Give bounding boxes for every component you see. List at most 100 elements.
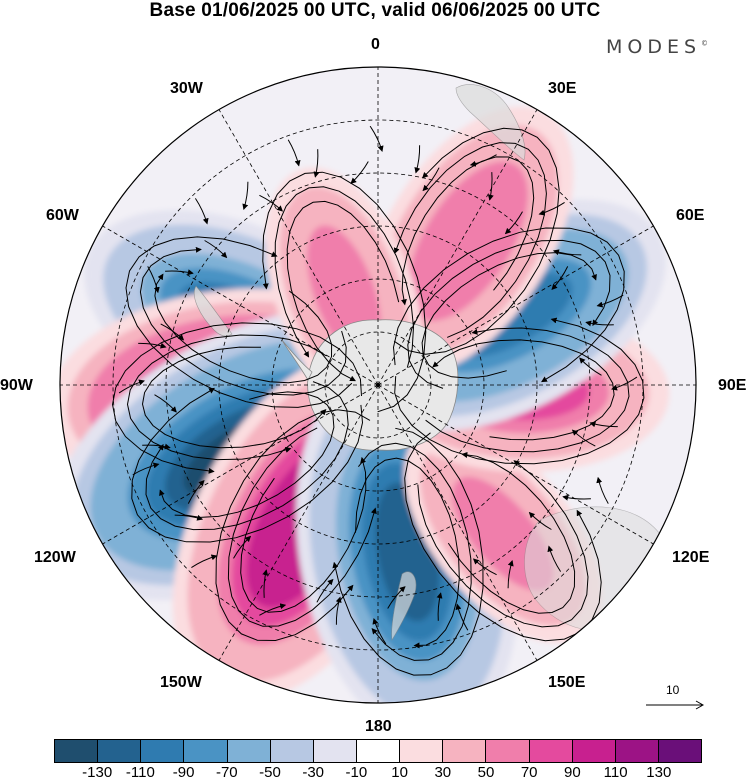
streamline — [145, 381, 349, 531]
colorbar-tick-label: -90 — [172, 764, 195, 781]
colorbar-tick-label: 70 — [520, 764, 538, 781]
streamline — [154, 273, 333, 384]
streamline — [358, 442, 472, 661]
streamline — [421, 252, 597, 379]
lon-label-90w: 90W — [0, 377, 33, 394]
lon-label-30e: 30E — [548, 80, 577, 97]
brand-mark: © — [701, 39, 709, 48]
streamline — [262, 569, 269, 598]
colorbar-cell — [486, 740, 530, 762]
meridian-line — [377, 109, 538, 386]
streamline — [394, 317, 645, 465]
meridian-line — [377, 225, 654, 386]
latitude-circle — [112, 119, 644, 651]
streamline — [589, 421, 618, 428]
streamline — [552, 249, 582, 256]
streamline — [139, 246, 347, 396]
colorbar — [54, 739, 702, 763]
streamline — [596, 476, 609, 504]
colorbar-tick-label: -130 — [82, 764, 113, 781]
landmasses — [194, 84, 668, 641]
colorbar-ticks: -130 -110 -90 -70 -50 -30 -10 10 30 50 70 90 110 130 — [54, 764, 702, 782]
streamline — [547, 545, 562, 572]
streamline — [425, 327, 630, 453]
streamline — [455, 603, 469, 631]
streamline — [611, 376, 638, 391]
colorbar-tick-label: 10 — [391, 764, 408, 781]
polar-stereographic-map — [59, 66, 697, 704]
streamline — [436, 592, 443, 621]
streamline — [387, 586, 406, 609]
meridian-line — [377, 384, 538, 661]
colorbar-cell — [55, 740, 99, 762]
colorbar-cell — [98, 740, 142, 762]
lon-label-0: 0 — [371, 36, 380, 53]
streamline — [487, 172, 494, 201]
colorbar-cell — [529, 740, 573, 762]
brand-text: MODES — [606, 36, 702, 58]
lon-label-30w: 30W — [170, 80, 203, 97]
streamline — [259, 194, 284, 212]
streamline — [332, 427, 484, 676]
colorbar-cell — [184, 740, 228, 762]
colorbar-cell — [141, 740, 185, 762]
streamline — [191, 554, 218, 569]
lon-label-60e: 60E — [676, 207, 705, 224]
streamline — [242, 181, 249, 211]
streamline — [469, 154, 497, 167]
new-zealand-shape — [391, 571, 417, 641]
colorbar-cell — [313, 740, 357, 762]
streamline — [579, 357, 602, 376]
streamline — [417, 460, 589, 628]
colorbar-cell — [443, 740, 487, 762]
lon-label-180: 180 — [365, 718, 392, 735]
streamline — [355, 457, 460, 649]
lon-label-150w: 150W — [160, 674, 202, 691]
wind-streamlines — [111, 125, 645, 676]
streamline — [400, 156, 535, 306]
colorbar-cell — [658, 740, 702, 762]
map-title: Base 01/06/2025 00 UTC, valid 06/06/2025… — [149, 0, 601, 21]
streamline — [131, 387, 364, 543]
streamline — [138, 342, 167, 349]
streamline — [111, 322, 362, 474]
streamline — [240, 456, 367, 613]
colorbar-cell — [356, 740, 401, 762]
streamline — [372, 618, 387, 645]
streamline — [165, 269, 194, 276]
streamline — [507, 559, 514, 589]
streamline — [350, 161, 369, 184]
streamline — [262, 171, 427, 413]
streamline — [274, 186, 415, 368]
streamline — [392, 227, 625, 383]
anomaly-contour — [422, 179, 513, 303]
streamline — [227, 427, 377, 627]
lat-lon-grid — [60, 67, 696, 703]
anomaly-shading — [60, 106, 670, 703]
meridian-line — [102, 384, 379, 545]
colorbar-tick-label: 30 — [434, 764, 452, 781]
south-america-tip-shape — [194, 285, 233, 337]
colorbar-tick-label: 110 — [603, 764, 628, 781]
colorbar-tick-label: -50 — [259, 764, 281, 781]
pole-marker — [376, 383, 380, 387]
colorbar-tick-label: -10 — [345, 764, 368, 781]
streamline — [194, 198, 209, 225]
lon-label-60w: 60W — [46, 207, 79, 224]
streamline — [447, 452, 576, 614]
streamline — [585, 320, 614, 327]
streamline — [118, 379, 145, 394]
colorbar-tick-label: -30 — [302, 764, 325, 781]
colorbar-cell — [227, 740, 271, 762]
lon-label-120w: 120W — [34, 549, 76, 566]
streamline — [287, 139, 301, 167]
lon-label-120e: 120E — [672, 549, 710, 566]
streamline — [393, 142, 547, 338]
colorbar-tick-label: -110 — [125, 764, 155, 781]
colorbar-tick-label: -70 — [215, 764, 238, 781]
streamline — [286, 200, 400, 382]
streamline — [404, 432, 602, 642]
streamline — [147, 266, 160, 294]
streamline — [596, 294, 624, 308]
modes-logo: MODES© — [606, 36, 708, 58]
